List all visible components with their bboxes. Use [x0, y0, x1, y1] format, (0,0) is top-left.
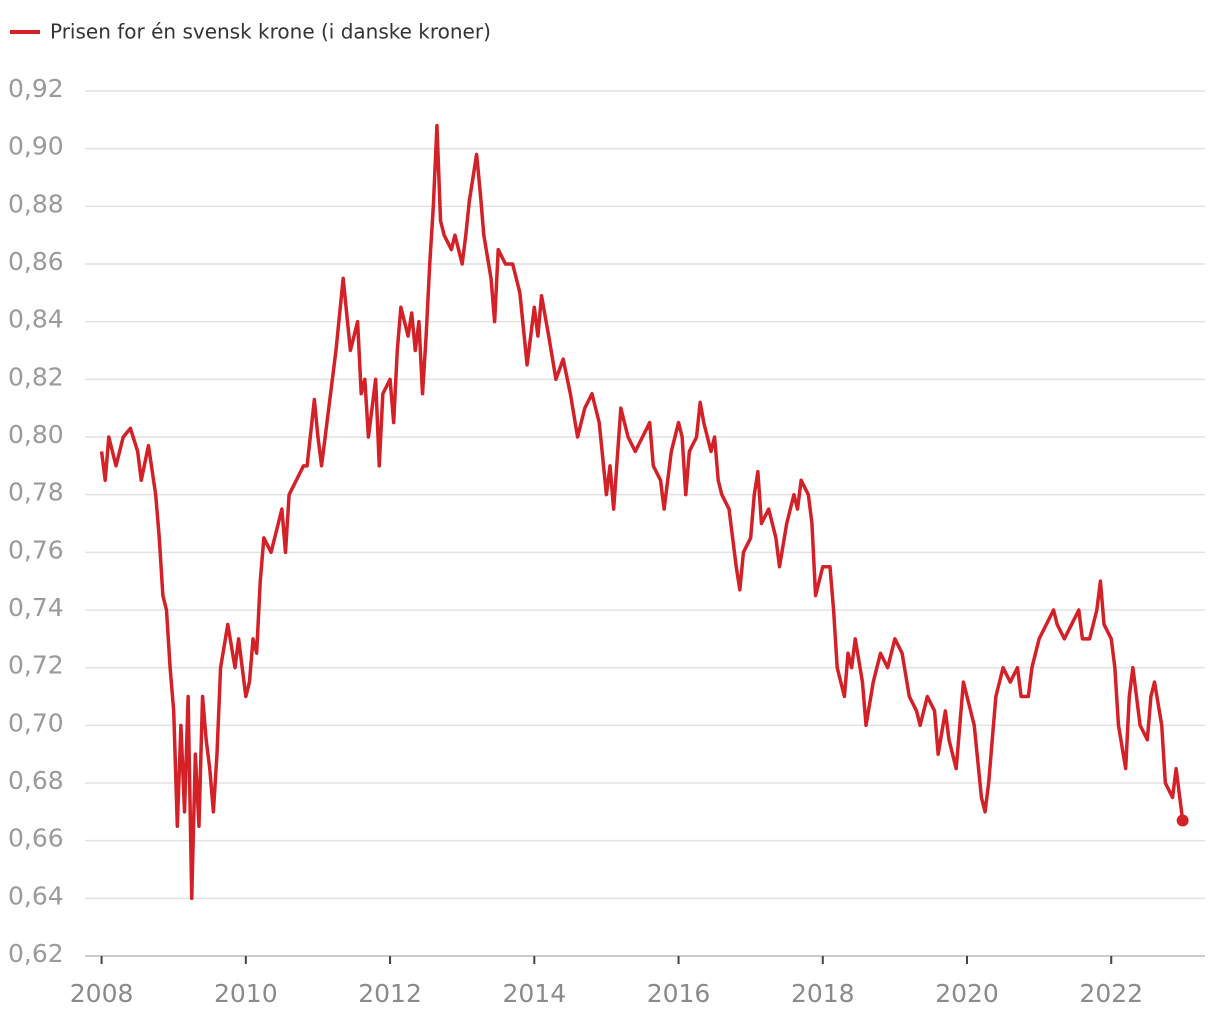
y-tick-label: 0,68	[8, 766, 64, 795]
x-tick-label: 2014	[502, 979, 566, 1008]
y-tick-label: 0,72	[8, 651, 64, 680]
y-tick-label: 0,88	[8, 189, 64, 218]
legend-label: Prisen for én svensk krone (i danske kro…	[50, 20, 491, 44]
x-tick-label: 2008	[70, 979, 134, 1008]
x-tick-label: 2016	[647, 979, 711, 1008]
x-tick-label: 2018	[791, 979, 855, 1008]
y-tick-label: 0,74	[8, 593, 64, 622]
y-tick-label: 0,62	[8, 939, 64, 968]
y-tick-label: 0,78	[8, 478, 64, 507]
y-tick-label: 0,84	[8, 305, 64, 334]
x-tick-label: 2012	[358, 979, 422, 1008]
y-tick-label: 0,70	[8, 708, 64, 737]
y-tick-label: 0,64	[8, 881, 64, 910]
y-tick-label: 0,86	[8, 247, 64, 276]
y-tick-label: 0,90	[8, 132, 64, 161]
line	[99, 123, 1185, 901]
x-tick-label: 2022	[1079, 979, 1143, 1008]
x-tick-label: 2020	[935, 979, 999, 1008]
y-tick-label: 0,80	[8, 420, 64, 449]
y-tick-label: 0,82	[8, 362, 64, 391]
x-tick-label: 2010	[214, 979, 278, 1008]
y-tick-label: 0,66	[8, 824, 64, 853]
y-tick-label: 0,76	[8, 535, 64, 564]
y-tick-label: 0,92	[8, 74, 64, 103]
end-point	[1176, 814, 1189, 827]
